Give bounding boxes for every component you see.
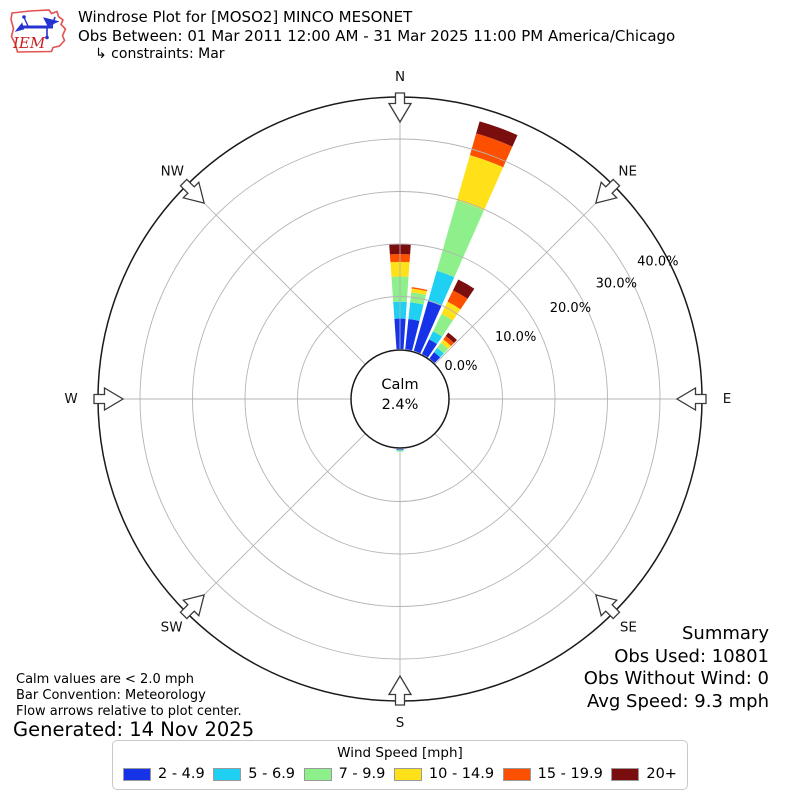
- legend-swatch: [303, 767, 332, 781]
- wind-bar-segment: [476, 121, 518, 147]
- legend-title: Wind Speed [mph]: [337, 745, 463, 761]
- summary-heading: Summary: [682, 623, 769, 644]
- wind-bar-segment: [405, 318, 420, 351]
- generated-timestamp: Generated: 14 Nov 2025: [13, 718, 255, 741]
- compass-label: W: [64, 391, 77, 407]
- compass-label: SW: [161, 619, 183, 635]
- wind-bar-segment: [411, 288, 427, 295]
- logo-text: IEM: [12, 34, 46, 52]
- compass-label: N: [395, 69, 405, 85]
- note-bar-convention: Bar Convention: Meteorology: [16, 688, 206, 703]
- wind-bar-segment: [452, 279, 475, 299]
- ring-percent-label: 30.0%: [596, 276, 637, 291]
- flow-arrow-icon: [594, 593, 621, 620]
- wind-bar-segment: [445, 332, 457, 344]
- legend-swatch: [213, 767, 242, 781]
- summary-block: Summary Obs Used: 10801 Obs Without Wind…: [584, 623, 769, 713]
- legend-item: 7 - 9.9: [303, 766, 386, 782]
- flow-arrow-icon: [594, 178, 621, 205]
- wind-bar-segment: [456, 155, 504, 211]
- wind-bar-segment: [413, 300, 442, 354]
- legend-item: 2 - 4.9: [123, 766, 205, 782]
- calm-circle: [350, 349, 450, 449]
- calm-value: 2.4%: [381, 396, 419, 413]
- calm-label-block: Calm 2.4%: [350, 376, 450, 415]
- note-calm-threshold: Calm values are < 2.0 mph: [16, 672, 195, 687]
- wind-bar-segment: [434, 347, 444, 358]
- wind-bar-segment: [408, 302, 424, 321]
- radial-gridline: [434, 185, 614, 365]
- legend-item: 15 - 19.9: [502, 766, 603, 782]
- wind-bar-segment: [432, 313, 453, 337]
- radial-gridline: [186, 433, 366, 613]
- flow-arrow-icon: [387, 92, 413, 124]
- radial-gridline: [186, 185, 366, 365]
- ring-percent-label: 40.0%: [637, 254, 678, 269]
- constraints-note: ↳ constraints: Mar: [95, 46, 225, 62]
- flow-arrow-icon: [675, 386, 707, 412]
- compass-label: SE: [620, 619, 637, 635]
- wind-bar-segment: [421, 339, 438, 358]
- calm-label: Calm: [381, 377, 419, 393]
- wind-bar-segment: [443, 336, 455, 347]
- legend-box: Wind Speed [mph] 2 - 4.9 5 - 6.9 7 - 9.9 10…: [112, 740, 688, 790]
- page-title: Windrose Plot for [MOSO2] MINCO MESONET: [78, 8, 413, 26]
- legend-item: 20+: [611, 766, 677, 782]
- wind-bar-segment: [428, 270, 455, 306]
- flow-arrow-icon: [179, 593, 206, 620]
- flow-arrow-icon: [387, 674, 413, 706]
- wind-bar-segment: [437, 342, 449, 354]
- legend-item: 5 - 6.9: [213, 766, 295, 782]
- legend-label: 10 - 14.9: [428, 766, 495, 782]
- legend-label: 15 - 19.9: [537, 766, 603, 782]
- wind-bar-segment: [429, 331, 443, 345]
- wind-vane-icon: [14, 15, 60, 40]
- wind-bar-segment: [429, 352, 441, 364]
- legend-label: 20+: [646, 766, 677, 782]
- wind-bar-segment: [440, 339, 452, 350]
- ring-percent-label: 20.0%: [550, 301, 591, 316]
- iem-logo: IEM: [10, 9, 67, 53]
- summary-obs-without-wind: Obs Without Wind: 0: [583, 668, 769, 689]
- radial-gridline: [434, 433, 614, 613]
- wind-bar-segment: [447, 290, 468, 310]
- summary-avg-speed: Avg Speed: 9.3 mph: [587, 690, 769, 712]
- flow-arrow-icon: [179, 178, 206, 205]
- wind-bar-segment: [436, 200, 484, 278]
- compass-label: S: [396, 715, 405, 731]
- flow-arrow-icon: [93, 386, 125, 412]
- legend-swatch: [393, 767, 422, 781]
- wind-bar-segment: [441, 301, 461, 321]
- compass-label: E: [723, 391, 732, 407]
- wind-bar-segment: [411, 287, 428, 292]
- ring-percent-label: 0.0%: [444, 359, 477, 374]
- legend-swatch: [502, 767, 531, 781]
- footnotes: Calm values are < 2.0 mph Bar Convention…: [16, 672, 242, 720]
- compass-label: NW: [161, 163, 184, 179]
- wind-bar-segment: [469, 133, 513, 168]
- legend-label: 2 - 4.9: [158, 766, 205, 782]
- legend-item: 10 - 14.9: [393, 766, 495, 782]
- legend-swatch: [611, 767, 640, 781]
- legend-label: 7 - 9.9: [338, 766, 386, 782]
- note-flow-arrows: Flow arrows relative to plot center.: [16, 704, 242, 719]
- legend-items: 2 - 4.9 5 - 6.9 7 - 9.9 10 - 14.9 15 - 19.9 2…: [123, 766, 677, 782]
- legend-swatch: [123, 767, 151, 781]
- ring-percent-label: 10.0%: [495, 330, 536, 345]
- compass-label: NE: [618, 163, 637, 179]
- obs-range: Obs Between: 01 Mar 2011 12:00 AM - 31 M…: [78, 27, 676, 45]
- legend-label: 5 - 6.9: [248, 766, 296, 782]
- summary-obs-used: Obs Used: 10801: [614, 645, 769, 667]
